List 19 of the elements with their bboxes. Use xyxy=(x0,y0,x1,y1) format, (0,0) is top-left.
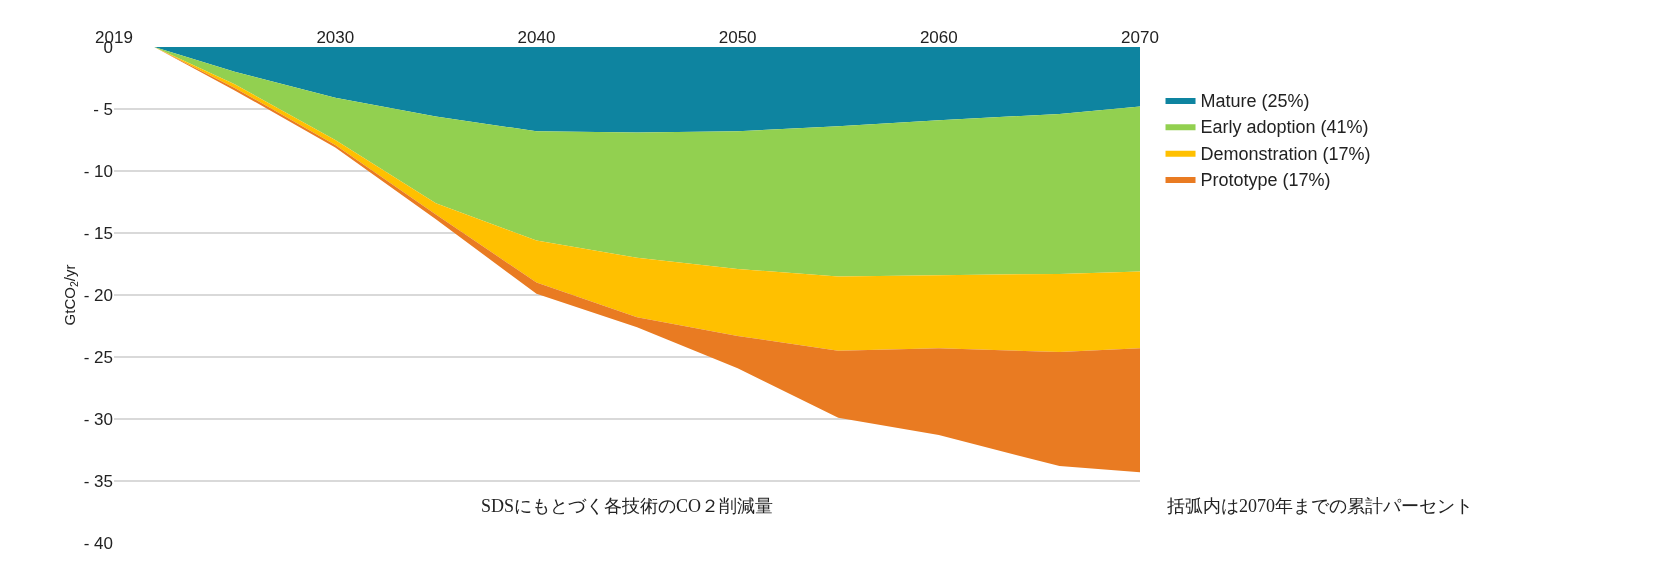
legend-label: Early adoption (41%) xyxy=(1200,117,1369,138)
x-tick-label: 2070 xyxy=(1121,27,1159,47)
y-tick-label: - 40 xyxy=(83,533,113,553)
y-tick-label: - 20 xyxy=(83,285,113,305)
text: 括弧内は2070年までの累計パーセント xyxy=(1167,496,1473,516)
y-tick-label: - 10 xyxy=(83,161,113,181)
y-tick-label: - 30 xyxy=(83,409,113,429)
x-tick-label: 2040 xyxy=(517,27,556,47)
legend-label: Prototype (17%) xyxy=(1200,170,1331,191)
y-tick-label: - 35 xyxy=(83,471,113,491)
x-tick-label: 2030 xyxy=(316,27,355,47)
y-tick-label: - 5 xyxy=(93,99,113,119)
y-tick-label: - 15 xyxy=(83,223,113,243)
x-tick-label: 2060 xyxy=(919,27,958,47)
annotation: SDSにもとづく各技術のCO２削減量 xyxy=(481,496,774,516)
x-tick-label: 2050 xyxy=(718,27,757,47)
y-tick-label: - 25 xyxy=(83,347,113,367)
legend-label: Mature (25%) xyxy=(1200,90,1310,111)
legend-label: Demonstration (17%) xyxy=(1200,143,1371,164)
